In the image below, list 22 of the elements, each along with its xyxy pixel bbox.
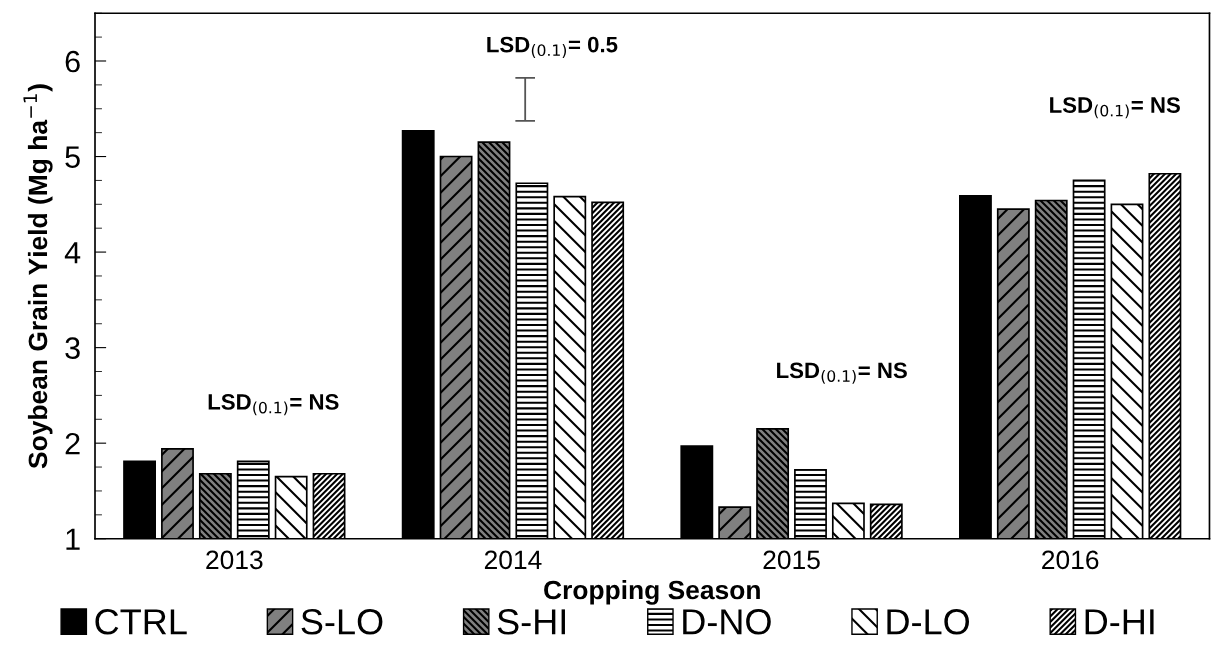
x-axis-title: Cropping Season xyxy=(544,579,760,605)
y-tick-label: 1 xyxy=(66,528,80,550)
annotation: LSD$_{(0.1)}$= NS xyxy=(208,394,339,416)
x-tick-label: 2014 xyxy=(484,550,542,570)
legend-label: S-LO xyxy=(301,609,383,635)
x-tick-label: 2016 xyxy=(1042,550,1099,570)
y-axis-title: Soybean Grain Yield (Mg ha$^{−1}$) xyxy=(23,84,53,469)
legend-label: CTRL xyxy=(95,609,187,635)
annotation: LSD$_{(0.1)}$= NS xyxy=(777,362,907,384)
y-tick-label: 6 xyxy=(65,50,80,73)
annotation: LSD$_{(0.1)}$= NS xyxy=(1050,97,1180,119)
y-tick-label: 4 xyxy=(64,242,81,264)
legend-label: D-LO xyxy=(887,609,970,635)
legend-label: D-HI xyxy=(1085,609,1154,635)
y-tick-label: 2 xyxy=(65,432,80,455)
annotation: LSD$_{(0.1)}$= 0.5 xyxy=(487,36,618,58)
x-tick-label: 2015 xyxy=(763,550,820,570)
y-tick-label: 5 xyxy=(65,146,80,168)
x-tick-label: 2013 xyxy=(206,550,263,570)
y-tick-label: 3 xyxy=(65,337,80,359)
legend-label: D-NO xyxy=(683,609,771,635)
legend-label: S-HI xyxy=(497,609,565,635)
